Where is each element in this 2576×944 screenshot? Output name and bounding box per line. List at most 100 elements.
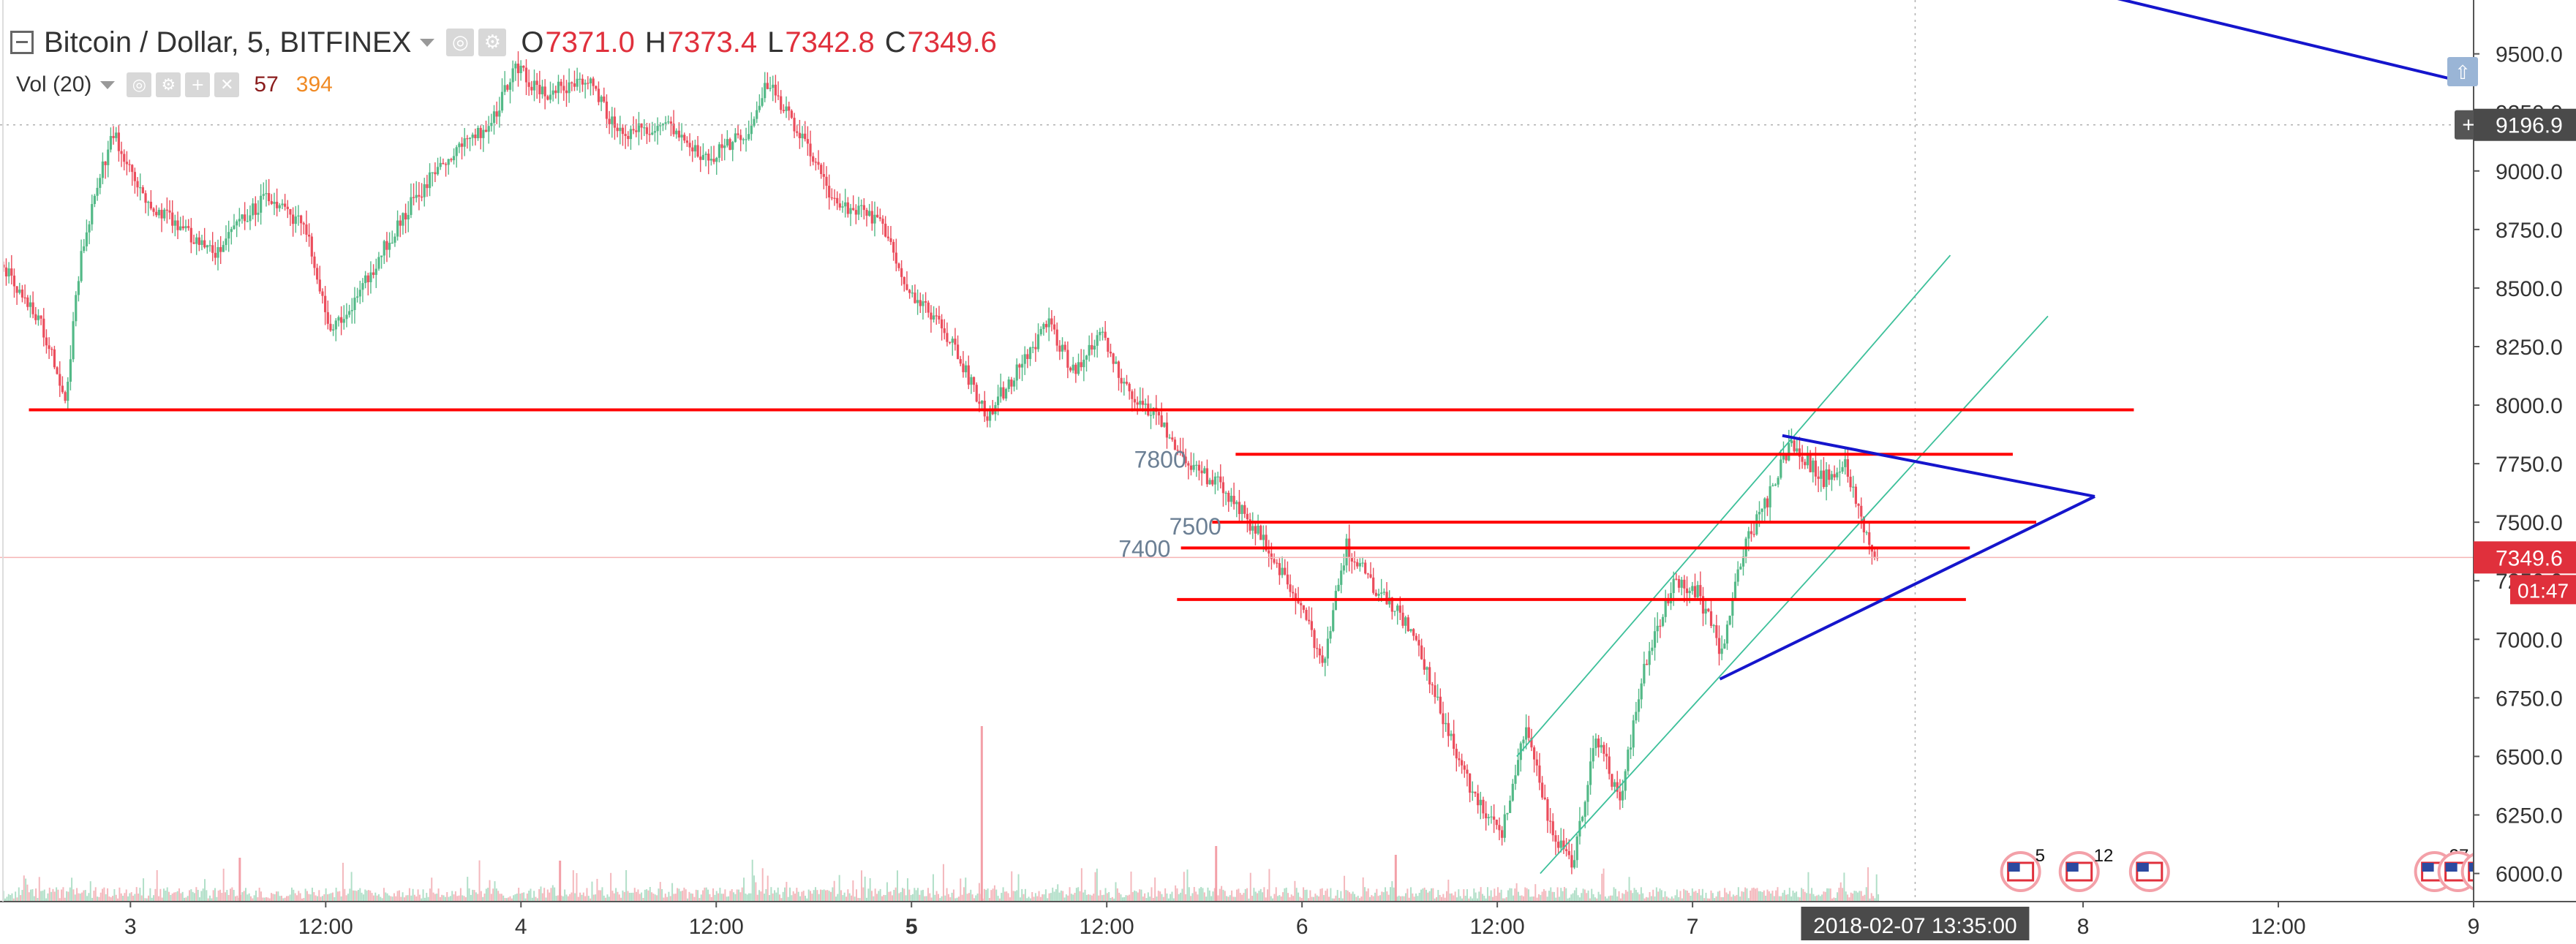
volume-bar bbox=[1222, 889, 1224, 902]
gear-icon[interactable]: ⚙ bbox=[156, 72, 181, 97]
volume-bar bbox=[1766, 889, 1769, 902]
volume-bar bbox=[564, 889, 566, 902]
volume-bar bbox=[130, 892, 132, 902]
plus-icon[interactable]: + bbox=[185, 72, 211, 97]
volume-bar bbox=[308, 894, 310, 902]
x-tick-label: 5 bbox=[905, 915, 918, 939]
candle-body bbox=[203, 240, 206, 248]
chevron-down-icon[interactable] bbox=[100, 80, 116, 89]
volume-bar bbox=[1624, 890, 1627, 902]
candle-body bbox=[1012, 380, 1016, 387]
volume-bar bbox=[1589, 898, 1591, 902]
candle-body bbox=[930, 312, 933, 320]
volume-bar bbox=[1359, 898, 1361, 902]
volume-bar bbox=[791, 895, 793, 902]
gear-icon[interactable]: ⚙ bbox=[478, 29, 507, 56]
candle-body bbox=[34, 314, 37, 320]
candle-body bbox=[1725, 624, 1729, 644]
volume-bar bbox=[780, 898, 783, 902]
chevron-down-icon[interactable] bbox=[420, 38, 435, 47]
volume-bar bbox=[1377, 896, 1379, 902]
volume-bar bbox=[1714, 898, 1716, 902]
plus-icon-glyph: + bbox=[2462, 113, 2475, 137]
volume-bar bbox=[255, 890, 257, 902]
volume-bar bbox=[784, 887, 786, 902]
volume-bar bbox=[889, 891, 892, 902]
candle-body bbox=[522, 65, 525, 68]
volume-bar bbox=[1761, 891, 1763, 902]
candle-body bbox=[1028, 347, 1032, 359]
collapse-icon[interactable] bbox=[10, 31, 34, 54]
volume-bar bbox=[664, 894, 666, 902]
y-tick-label: 7750.0 bbox=[2496, 453, 2563, 477]
volume-bar bbox=[299, 893, 301, 902]
volume-bar bbox=[1524, 887, 1526, 902]
candle-body bbox=[1763, 498, 1766, 509]
candle-body bbox=[1782, 454, 1785, 460]
close-icon[interactable]: ✕ bbox=[214, 72, 240, 97]
candle-body bbox=[410, 197, 413, 215]
volume-bar bbox=[124, 893, 126, 902]
volume-bar bbox=[718, 893, 720, 902]
volume-bar bbox=[1711, 893, 1714, 902]
candle-body bbox=[739, 135, 742, 140]
volume-bar bbox=[1186, 869, 1189, 902]
volume-bar bbox=[524, 898, 527, 902]
volume-bar bbox=[1804, 891, 1806, 902]
volume-bar bbox=[900, 891, 902, 902]
volume-bar bbox=[1217, 895, 1219, 902]
volume-bar bbox=[1039, 896, 1042, 902]
candle-body bbox=[1152, 407, 1155, 415]
volume-bar bbox=[1469, 896, 1472, 902]
candle-body bbox=[152, 208, 155, 212]
volume-bar bbox=[398, 890, 400, 902]
volume-bar bbox=[587, 896, 590, 902]
volume-bar bbox=[211, 898, 213, 902]
candle-body bbox=[128, 164, 131, 165]
volume-bar bbox=[426, 893, 428, 902]
candle-body bbox=[1699, 585, 1702, 597]
candle-body bbox=[1643, 663, 1646, 684]
volume-bar bbox=[671, 883, 674, 902]
candle-body bbox=[340, 317, 343, 323]
volume-bar bbox=[366, 890, 368, 902]
candle-body bbox=[1026, 354, 1029, 359]
candle-body bbox=[693, 145, 697, 152]
candle-body bbox=[10, 268, 13, 276]
candle-body bbox=[535, 80, 538, 86]
candle-body bbox=[1227, 492, 1230, 502]
volume-bar bbox=[217, 890, 219, 902]
volume-bar bbox=[1142, 896, 1144, 902]
candle-body bbox=[1758, 512, 1761, 515]
candle-body bbox=[402, 213, 404, 226]
volume-bar bbox=[574, 893, 576, 902]
volume-bar bbox=[1009, 897, 1011, 902]
candle-body bbox=[956, 344, 960, 360]
volume-bar bbox=[1335, 895, 1337, 902]
candle-body bbox=[1589, 761, 1592, 785]
candle-body bbox=[1683, 579, 1686, 589]
candle-body bbox=[206, 245, 208, 248]
volume-bar bbox=[1872, 896, 1875, 902]
volume-bar bbox=[1193, 887, 1195, 902]
candle-body bbox=[954, 339, 957, 345]
high-value: 7373.4 bbox=[667, 26, 758, 58]
volume-bar bbox=[531, 897, 533, 902]
candle-body bbox=[377, 257, 380, 269]
symbol-title[interactable]: Bitcoin / Dollar, 5, BITFINEX bbox=[44, 26, 412, 58]
candle-body bbox=[1058, 345, 1061, 352]
volume-bar bbox=[1231, 890, 1233, 902]
volume-bar bbox=[78, 893, 80, 902]
eye-icon[interactable]: ◎ bbox=[446, 29, 475, 56]
candle-body bbox=[361, 283, 364, 290]
volume-label[interactable]: Vol (20) bbox=[16, 72, 92, 97]
volume-bar bbox=[723, 894, 725, 902]
eye-icon[interactable]: ◎ bbox=[127, 72, 152, 97]
candle-body bbox=[1329, 630, 1332, 639]
volume-bar bbox=[966, 894, 968, 902]
candle-body bbox=[294, 216, 297, 224]
candle-body bbox=[300, 215, 303, 224]
candle-body bbox=[455, 147, 458, 156]
candle-body bbox=[1793, 440, 1796, 452]
